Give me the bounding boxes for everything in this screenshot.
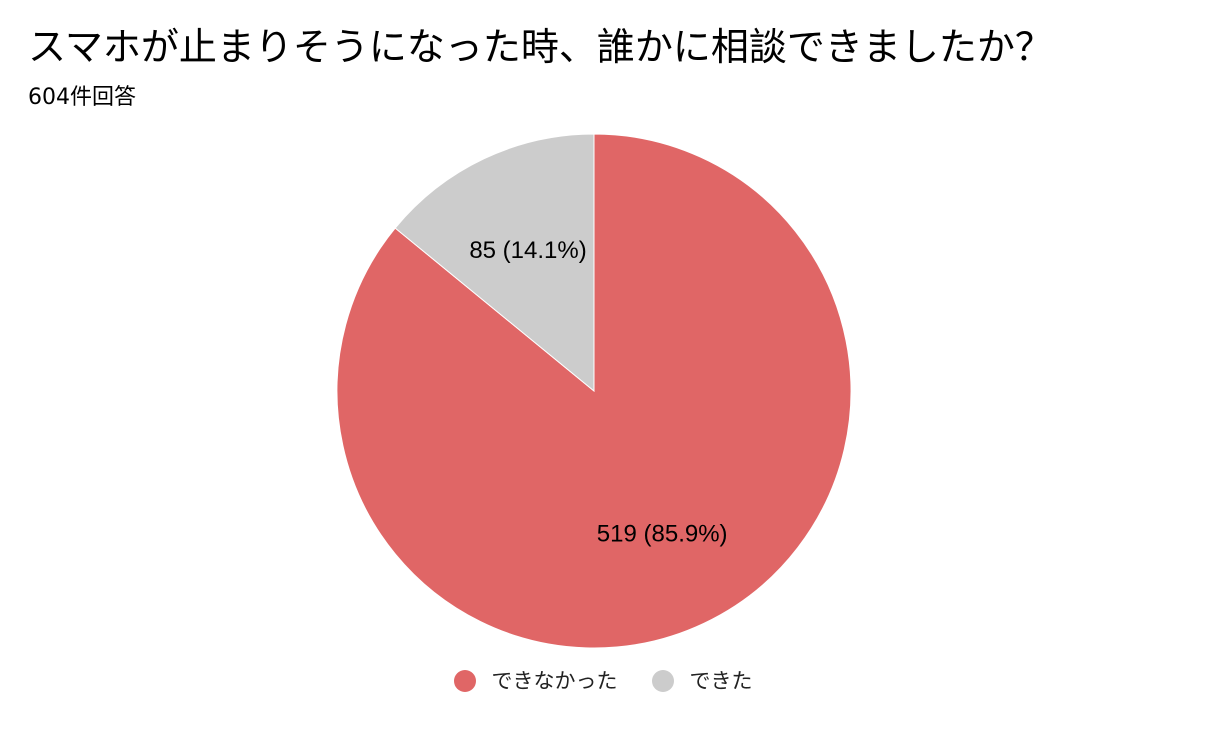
legend-item-dekita[interactable]: できた — [651, 668, 753, 694]
legend-label: できた — [689, 669, 753, 693]
slice-data-label: 519 (85.9%) — [597, 520, 728, 547]
pie-slice-dekinakatta[interactable] — [336, 133, 852, 649]
legend-label: できなかった — [491, 669, 618, 693]
pie-slice-dekita[interactable] — [394, 133, 595, 393]
legend-swatch-circle-icon — [651, 670, 674, 692]
legend-item-dekinakatta[interactable]: できなかった — [453, 668, 618, 694]
chart-title: スマホが止まりそうになった時、誰かに相談できましたか？ — [28, 25, 1053, 69]
pie-slices — [336, 133, 852, 649]
legend: できなかった できた — [0, 668, 1206, 694]
pie-labels: 519 (85.9%) 85 (14.1%) — [469, 237, 727, 547]
legend-swatch-circle-icon — [453, 670, 476, 692]
response-count: 604件回答 — [28, 85, 136, 110]
slice-data-label: 85 (14.1%) — [469, 237, 586, 264]
